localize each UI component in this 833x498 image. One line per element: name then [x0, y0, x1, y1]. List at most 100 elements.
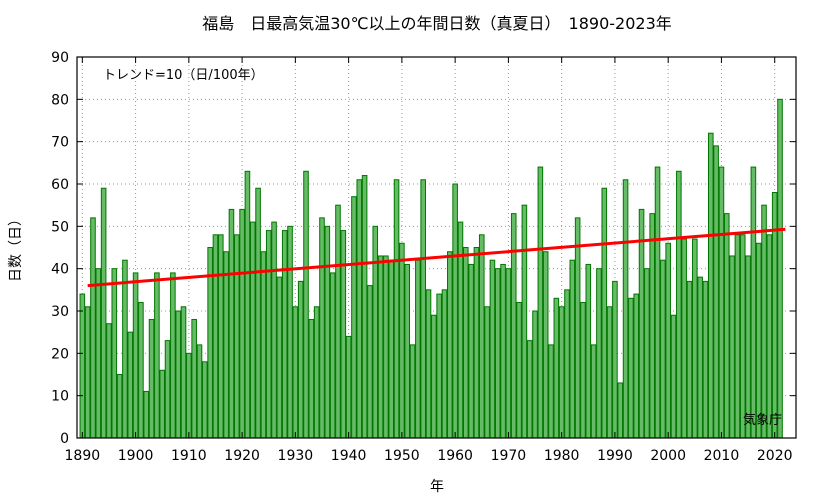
bar: [180, 306, 187, 439]
bar: [409, 344, 416, 439]
y-axis-title: 日数（日）: [8, 212, 24, 282]
bar: [612, 280, 618, 439]
bar-series: [79, 98, 783, 439]
x-tick-label: 1920: [224, 448, 260, 464]
bar: [686, 280, 693, 439]
bar: [505, 268, 512, 439]
bar: [186, 352, 192, 439]
y-tick-label: 40: [51, 262, 69, 278]
bar: [537, 166, 544, 439]
x-axis: 1890 1900 1910 1920 1930 1940 1950 1960 1970 1980…: [65, 57, 793, 464]
bar: [558, 306, 565, 439]
bar: [447, 251, 453, 439]
bar: [202, 361, 208, 439]
bar: [399, 242, 405, 439]
bar: [313, 306, 320, 439]
bar: [372, 225, 379, 439]
bar: [249, 221, 256, 439]
bar: [441, 289, 448, 439]
bar: [361, 175, 368, 439]
bar: [569, 259, 576, 439]
bar: [340, 230, 347, 439]
bar: [218, 234, 224, 439]
bar: [122, 259, 128, 439]
x-tick-label: 1990: [597, 448, 633, 464]
bar: [681, 238, 687, 439]
bar: [761, 204, 767, 439]
bar: [154, 272, 160, 439]
bar: [143, 390, 150, 439]
bar: [654, 166, 661, 439]
bar: [100, 187, 107, 439]
bar: [84, 306, 91, 439]
x-tick-label: 1950: [384, 448, 420, 464]
x-tick-label: 2010: [704, 448, 740, 464]
bar: [473, 247, 480, 439]
plot-frame: [76, 56, 797, 439]
bar: [345, 335, 352, 439]
bar: [329, 272, 336, 439]
bar: [729, 255, 735, 439]
bar: [590, 344, 597, 439]
bar: [79, 293, 86, 439]
bar: [638, 208, 645, 439]
x-tick-label: 1900: [118, 448, 154, 464]
bar: [702, 280, 709, 439]
bar: [324, 225, 331, 439]
x-tick-label: 2000: [650, 448, 686, 464]
bar: [356, 179, 363, 439]
bar: [542, 251, 549, 439]
bar: [622, 179, 629, 439]
bar: [596, 268, 602, 439]
chart-title: 福島 日最高気温30℃以上の年間日数（真夏日） 1890-2023年: [202, 14, 672, 33]
bar: [644, 268, 650, 439]
bar: [548, 344, 554, 439]
bar: [510, 213, 517, 439]
bar: [777, 98, 783, 439]
bar: [649, 213, 655, 439]
bar: [628, 297, 634, 439]
y-axis: 0 10 20 30 40 50 60 70 80 90: [51, 50, 796, 447]
bar: [750, 166, 757, 439]
bar: [265, 230, 272, 439]
bar: [175, 310, 181, 439]
trend-line: [87, 227, 786, 288]
bar: [393, 179, 400, 439]
y-tick-label: 70: [51, 135, 69, 151]
bar: [95, 268, 102, 439]
bar: [377, 255, 384, 439]
bar: [170, 272, 176, 439]
bar: [164, 340, 171, 439]
x-tick-label: 1910: [171, 448, 207, 464]
bar: [111, 268, 118, 439]
bar: [292, 306, 299, 439]
bar: [718, 166, 725, 439]
bar: [463, 247, 469, 439]
y-tick-label: 20: [51, 346, 69, 362]
source-label: 気象庁: [743, 412, 782, 428]
bar: [553, 297, 560, 439]
bar: [697, 276, 703, 439]
bar: [276, 276, 283, 439]
bar: [436, 293, 442, 439]
bar: [660, 259, 666, 439]
x-axis-title: 年: [430, 479, 444, 495]
bar: [239, 208, 245, 439]
bar: [244, 170, 251, 439]
bar: [676, 170, 682, 439]
bar: [159, 369, 165, 439]
bar: [425, 289, 432, 439]
bar: [585, 263, 592, 439]
bar: [665, 242, 671, 439]
bar: [574, 217, 581, 439]
bar: [367, 285, 373, 439]
bar: [132, 272, 139, 439]
bar: [633, 293, 640, 439]
bar: [287, 225, 293, 439]
bar: [564, 289, 570, 439]
bar: [319, 217, 325, 439]
bar: [383, 255, 389, 439]
bar: [212, 234, 219, 439]
bar: [281, 230, 288, 439]
